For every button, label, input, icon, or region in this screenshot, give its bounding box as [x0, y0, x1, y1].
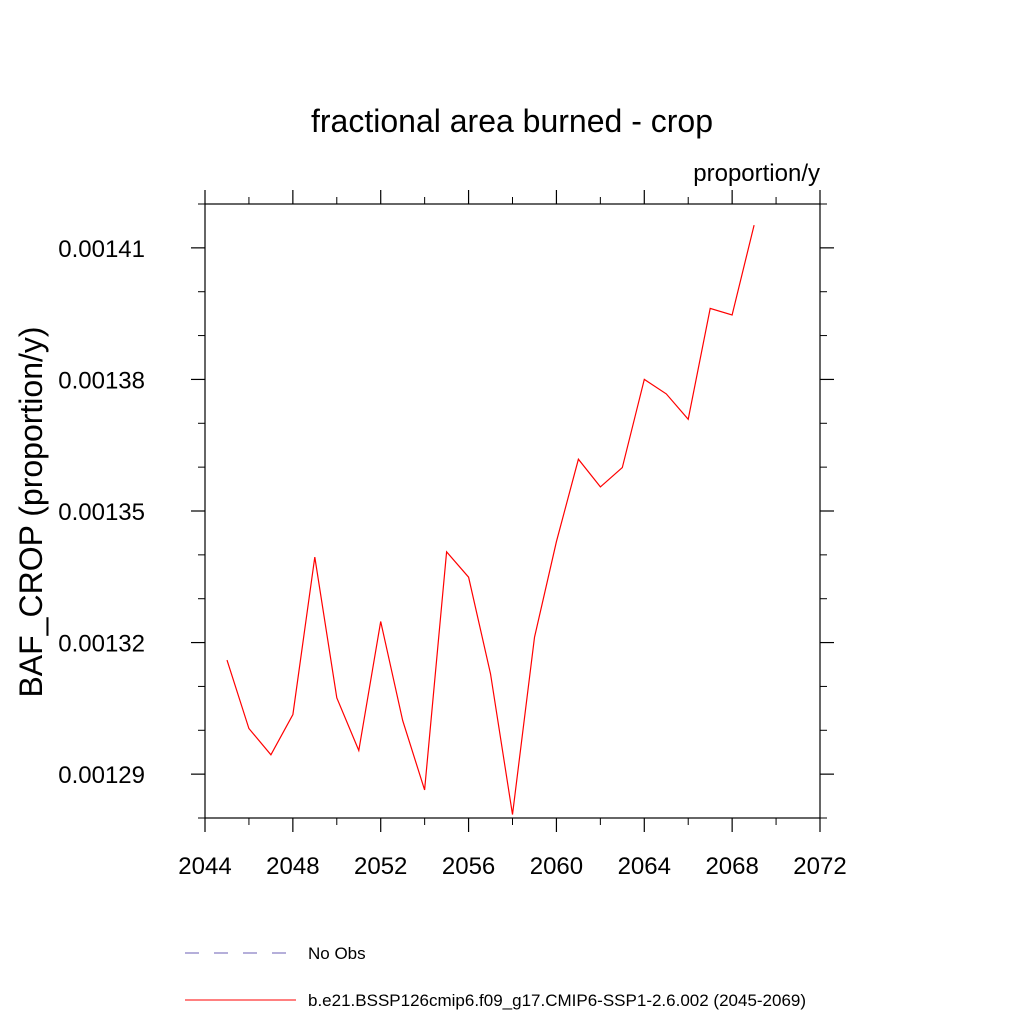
- x-tick-label: 2068: [705, 853, 758, 880]
- legend-label: b.e21.BSSP126cmip6.f09_g17.CMIP6-SSP1-2.…: [308, 991, 806, 1010]
- x-tick-labels: 2044 2048 2052 2056 2060 2064 2068 2072: [178, 853, 846, 880]
- series-line: [226, 224, 755, 815]
- legend: No Obs b.e21.BSSP126cmip6.f09_g17.CMIP6-S…: [185, 944, 806, 1010]
- y-tick-label: 0.00138: [58, 367, 145, 394]
- x-tick-label: 2064: [618, 853, 671, 880]
- y-tick-labels: 0.00129 0.00132 0.00135 0.00138 0.00141: [58, 236, 145, 789]
- chart-title: fractional area burned - crop: [311, 103, 713, 139]
- y-tick-label: 0.00141: [58, 236, 145, 263]
- x-tick-label: 2052: [354, 853, 407, 880]
- y-axis-label: BAF_CROP (proportion/y): [13, 326, 49, 697]
- x-tick-label: 2072: [793, 853, 846, 880]
- series-group: [226, 224, 755, 815]
- x-tick-label: 2044: [178, 853, 231, 880]
- x-tick-label: 2060: [530, 853, 583, 880]
- y-tick-label: 0.00135: [58, 499, 145, 526]
- units-label: proportion/y: [693, 160, 820, 187]
- y-tick-label: 0.00132: [58, 631, 145, 658]
- plot-frame: [204, 203, 821, 819]
- legend-label: No Obs: [308, 944, 366, 963]
- x-tick-label: 2048: [266, 853, 319, 880]
- x-tick-label: 2056: [442, 853, 495, 880]
- y-tick-label: 0.00129: [58, 762, 145, 789]
- axis-ticks: [191, 190, 834, 832]
